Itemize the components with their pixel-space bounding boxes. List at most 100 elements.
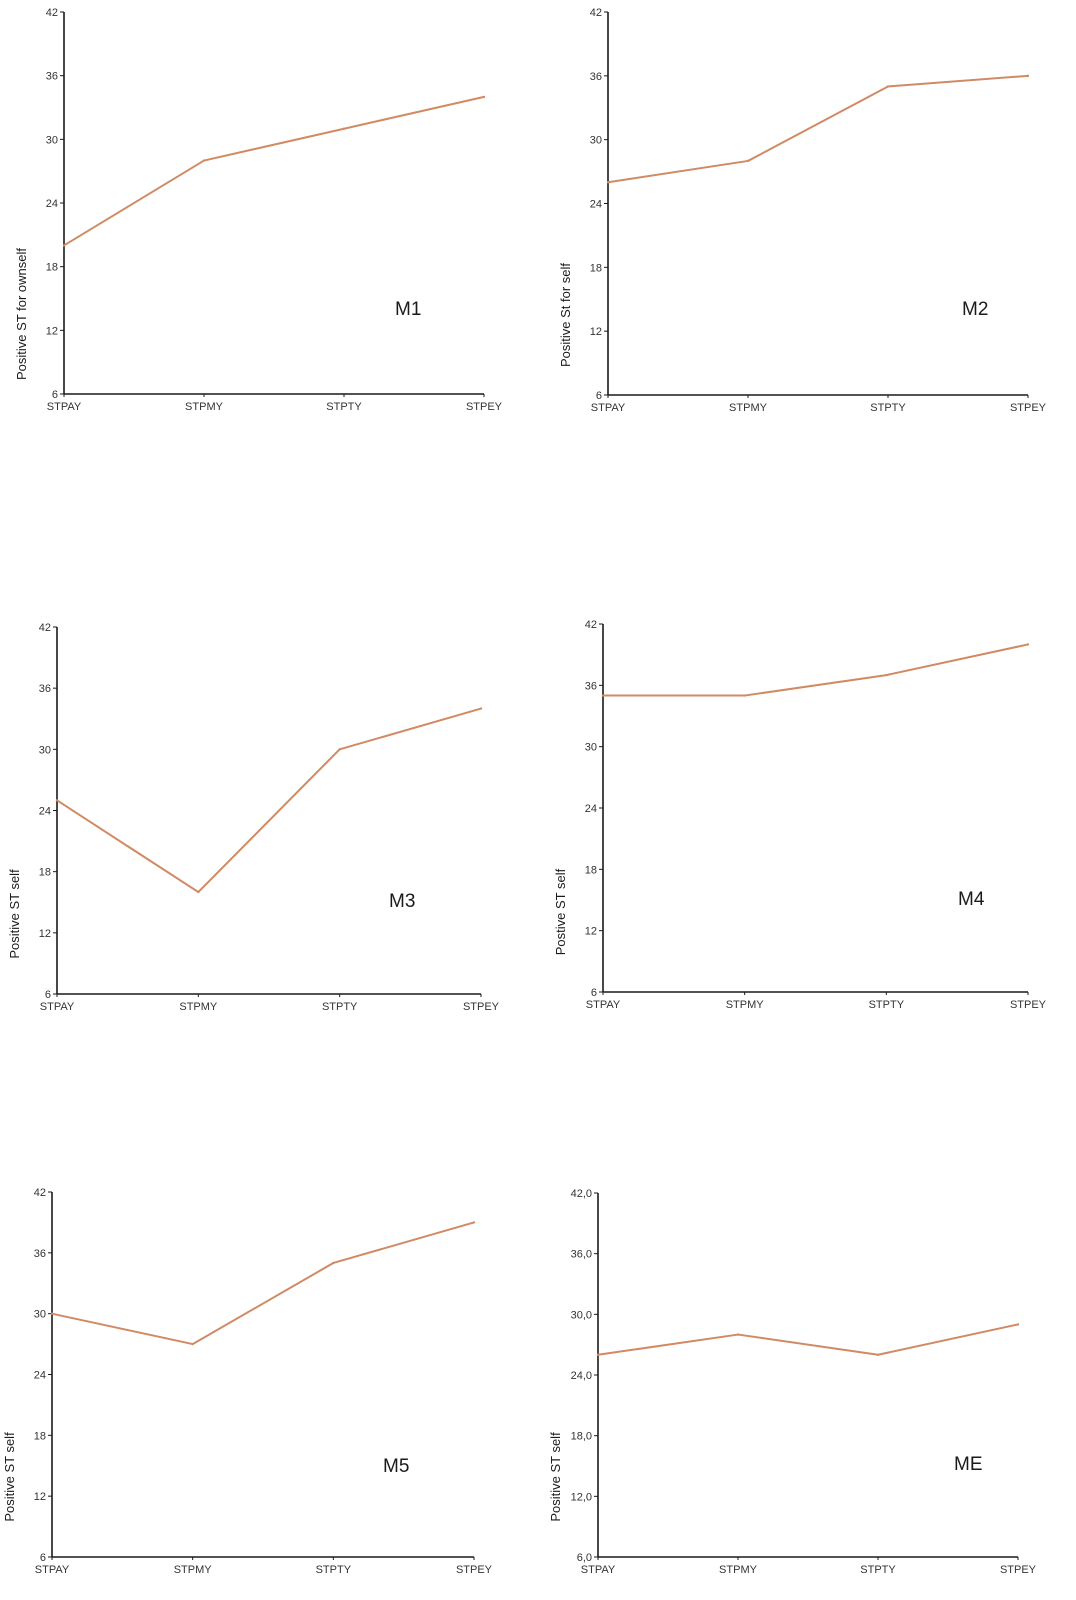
- data-point: [886, 85, 890, 88]
- series-line: [597, 1323, 1019, 1356]
- data-point: [332, 1261, 335, 1265]
- x-tick-label: STPMY: [729, 402, 768, 414]
- y-tick-label: 12: [39, 928, 51, 940]
- x-tick-label: STPTY: [870, 402, 906, 414]
- data-point: [472, 1221, 476, 1224]
- y-tick-label: 30: [39, 744, 51, 756]
- x-tick-label: STPTY: [869, 999, 905, 1011]
- chart-panel-m2: 6 12 18 24 30 36 42 STPAY STPMY STPTY STPEY Positiv…: [558, 7, 1047, 414]
- y-tick-label: 24: [585, 803, 597, 815]
- chart-panel-m5: 6 12 18 24 30 36 42 STPAY STPMY STPTY STPEY Positiv…: [2, 1187, 493, 1576]
- y-tick-label: 12,0: [571, 1491, 592, 1503]
- data-point: [482, 95, 486, 99]
- x-tick-label: STPAY: [40, 1001, 75, 1013]
- data-point: [55, 799, 59, 802]
- y-tick-label: 30: [46, 134, 58, 146]
- data-point: [601, 694, 605, 697]
- y-tick-label: 36,0: [571, 1249, 592, 1261]
- y-tick-label: 6: [591, 987, 597, 999]
- y-tick-label: 42: [34, 1187, 46, 1199]
- y-tick-label: 42,0: [571, 1188, 592, 1200]
- y-tick-label: 6: [45, 989, 51, 1001]
- x-tick-label: STPEY: [1000, 1564, 1037, 1576]
- x-tick-label: STPMY: [179, 1001, 218, 1013]
- x-tick-label: STPEY: [463, 1001, 500, 1013]
- y-axis-title: Positive ST self: [7, 869, 22, 959]
- series-line: [56, 707, 482, 894]
- y-axis-title: Positive ST self: [548, 1432, 563, 1522]
- x-tick-label: STPAY: [47, 401, 82, 413]
- data-point: [885, 673, 888, 677]
- series-line: [63, 95, 485, 247]
- y-tick-label: 24: [590, 199, 602, 211]
- panel-label: M4: [958, 889, 985, 910]
- y-tick-label: 18: [585, 864, 597, 876]
- y-tick-label: 30: [590, 135, 602, 147]
- y-tick-label: 18: [34, 1430, 46, 1442]
- y-tick-label: 42: [39, 622, 51, 634]
- y-tick-label: 18: [46, 262, 58, 274]
- chart-panel-me: 6,0 12,0 18,0 24,0 30,0 36,0 42,0 STPAY STPMY STP…: [548, 1188, 1037, 1576]
- data-point: [606, 181, 610, 184]
- y-axis-title: Positive ST for ownself: [14, 248, 29, 380]
- x-tick-label: STPEY: [456, 1564, 493, 1576]
- data-point: [1026, 643, 1030, 646]
- y-tick-label: 36: [46, 71, 58, 83]
- y-tick-label: 24,0: [571, 1370, 592, 1382]
- panel-label: ME: [954, 1454, 983, 1475]
- data-point: [479, 707, 483, 710]
- y-tick-label: 18,0: [571, 1431, 592, 1443]
- y-tick-label: 42: [590, 7, 602, 19]
- x-tick-label: STPEY: [1010, 999, 1047, 1011]
- x-tick-label: STPMY: [726, 999, 765, 1011]
- panel-label: M1: [395, 299, 421, 320]
- data-point: [1016, 1323, 1020, 1326]
- y-tick-label: 36: [585, 680, 597, 692]
- y-tick-label: 24: [46, 198, 58, 210]
- data-point: [596, 1353, 600, 1356]
- data-point: [62, 244, 66, 247]
- x-tick-label: STPAY: [586, 999, 621, 1011]
- y-tick-label: 36: [39, 683, 51, 695]
- y-tick-label: 12: [585, 926, 597, 938]
- y-axis-title: Postive ST self: [553, 868, 568, 955]
- panel-label: M5: [383, 1456, 409, 1477]
- y-tick-label: 12: [590, 326, 602, 338]
- data-point: [191, 1342, 194, 1346]
- y-tick-label: 42: [585, 619, 597, 631]
- y-tick-label: 42: [46, 7, 58, 19]
- x-tick-label: STPEY: [1010, 402, 1047, 414]
- x-tick-label: STPAY: [581, 1564, 616, 1576]
- data-point: [746, 159, 750, 163]
- y-tick-label: 18: [590, 262, 602, 274]
- y-tick-label: 18: [39, 867, 51, 879]
- x-tick-label: STPMY: [719, 1564, 758, 1576]
- series-line: [603, 643, 1029, 697]
- series-line: [51, 1221, 475, 1346]
- data-point: [876, 1353, 880, 1356]
- data-point: [743, 694, 746, 697]
- y-tick-label: 36: [34, 1248, 46, 1260]
- y-tick-label: 6: [52, 389, 58, 401]
- chart-panel-m3: 6 12 18 24 30 36 42 STPAY STPMY STPTY STPEY Positiv…: [7, 622, 500, 1013]
- series-line: [607, 74, 1029, 184]
- y-tick-label: 36: [590, 71, 602, 83]
- y-axis-title: Positive St for self: [558, 263, 573, 367]
- y-axis-title: Positive ST self: [2, 1432, 17, 1522]
- y-tick-label: 30: [34, 1309, 46, 1321]
- x-tick-label: STPTY: [860, 1564, 896, 1576]
- y-tick-label: 12: [46, 325, 58, 337]
- y-tick-label: 24: [39, 806, 51, 818]
- chart-panel-m4: 6 12 18 24 30 36 42 STPAY STPMY STPTY STPEY Postive…: [553, 619, 1047, 1011]
- y-tick-label: 6: [40, 1552, 46, 1564]
- data-point: [338, 748, 341, 751]
- x-tick-label: STPTY: [326, 401, 362, 413]
- data-point: [342, 127, 346, 130]
- data-point: [202, 159, 206, 162]
- data-point: [197, 890, 200, 894]
- x-tick-label: STPEY: [466, 401, 503, 413]
- data-point: [50, 1312, 54, 1315]
- x-tick-label: STPAY: [35, 1564, 70, 1576]
- x-tick-label: STPTY: [316, 1564, 352, 1576]
- panel-label: M2: [962, 299, 988, 320]
